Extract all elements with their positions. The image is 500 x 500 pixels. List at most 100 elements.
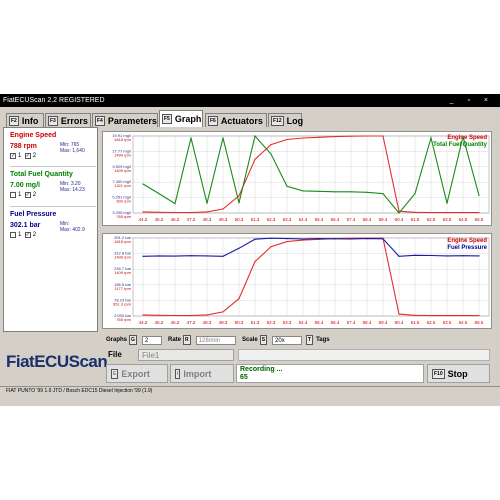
param-engine-speed: Engine Speed 788 rpm Min: 765 Max: 1,640 … (10, 132, 96, 159)
x-tick-label: 50.3 (235, 320, 244, 325)
data-point (318, 238, 320, 240)
y-tick-label: 5.251 mg/l (112, 195, 131, 200)
stop-button[interactable]: F10 Stop (427, 364, 490, 383)
action-row: E Export I Import Recording ... 65 F10 Stop (102, 364, 492, 383)
data-point (174, 211, 176, 214)
data-point (446, 202, 448, 204)
data-point (446, 315, 448, 317)
data-point (446, 255, 448, 257)
param-name: Total Fuel Quantity (10, 171, 73, 178)
data-point (334, 191, 336, 193)
tab-actuators[interactable]: F6 Actuators (205, 113, 267, 127)
checkbox-1[interactable] (10, 232, 16, 238)
data-point (222, 137, 224, 139)
data-point (478, 212, 480, 214)
data-point (142, 255, 144, 257)
x-tick-label: 52.3 (267, 217, 276, 222)
y-tick-label: 1177 rpm (114, 286, 131, 291)
data-point (206, 314, 208, 316)
graphs-control: Graphs G 2 (106, 334, 162, 346)
graphs-select[interactable]: 2 (141, 335, 162, 345)
data-point (398, 212, 400, 214)
import-button[interactable]: I Import (170, 364, 234, 383)
file-name-input[interactable]: File1 (138, 349, 234, 361)
data-point (398, 313, 400, 315)
data-point (414, 193, 416, 195)
x-tick-label: 48.3 (203, 320, 212, 325)
tags-key[interactable]: T (306, 335, 314, 345)
data-point (414, 254, 416, 256)
x-tick-label: 62.5 (427, 217, 436, 222)
param-name: Fuel Pressure (10, 211, 57, 218)
parameter-panel: Engine Speed 788 rpm Min: 765 Max: 1,640 … (3, 127, 98, 332)
tab-parameters[interactable]: F4 Parameters (92, 113, 158, 127)
x-tick-label: 46.2 (171, 217, 180, 222)
export-button[interactable]: E Export (106, 364, 168, 383)
data-point (286, 238, 288, 240)
scale-control: Scale S 20x (242, 334, 303, 346)
data-point (142, 314, 144, 316)
data-point (430, 212, 432, 214)
data-point (334, 238, 336, 240)
data-point (222, 311, 224, 313)
x-tick-label: 65.5 (475, 217, 484, 222)
y-tick-label: 1818 rpm (114, 137, 132, 142)
window-controls[interactable]: _ ▫ × (449, 97, 494, 104)
rate-select[interactable]: 128/min (195, 335, 236, 345)
data-point (430, 315, 432, 317)
y-tick-label: 1499 rpm (114, 255, 132, 260)
data-point (254, 260, 256, 263)
data-point (254, 158, 256, 160)
graph-controls: Graphs G 2 Rate R 128/min Scale S 20x T … (102, 334, 492, 346)
x-tick-label: 46.2 (171, 320, 180, 325)
tab-errors[interactable]: F3 Errors (45, 113, 91, 127)
data-point (222, 255, 224, 257)
data-point (446, 212, 448, 214)
y-tick-label: 3.200 mg/l (112, 210, 131, 215)
checkbox-2[interactable]: ✓ (24, 153, 31, 159)
data-point (382, 238, 384, 240)
y-tick-label: 19.91 mg/l (112, 133, 131, 138)
checkbox-1[interactable] (10, 192, 16, 198)
data-point (206, 211, 208, 213)
data-point (350, 191, 352, 193)
data-point (206, 202, 208, 204)
tab-graph[interactable]: F5 Graph (159, 110, 203, 127)
data-point (286, 138, 288, 141)
x-tick-label: 45.2 (155, 217, 164, 222)
x-tick-label: 48.3 (203, 217, 212, 222)
checkbox-2[interactable]: ✓ (24, 192, 31, 198)
data-point (414, 211, 416, 213)
window-title: FiatECUScan 2.2 REGISTERED (3, 97, 105, 104)
file-path-field[interactable] (238, 349, 490, 361)
data-point (190, 137, 192, 139)
y-tick-label: 312.8 bar (114, 251, 132, 256)
x-tick-label: 55.4 (315, 217, 324, 222)
param-checkboxes: 1 ✓ 2 (10, 232, 96, 238)
checkbox-1[interactable]: ✓ (10, 153, 16, 159)
data-point (174, 202, 176, 205)
y-tick-label: 765 rpm (116, 317, 131, 322)
x-tick-label: 62.5 (427, 320, 436, 325)
data-point (318, 190, 320, 192)
data-point (222, 208, 224, 210)
checkbox-2[interactable]: ✓ (24, 232, 31, 238)
y-tick-label: 1321 rpm (114, 183, 132, 188)
data-point (190, 212, 192, 214)
graphs-key[interactable]: G (129, 335, 137, 345)
tab-info[interactable]: F2 Info (6, 113, 44, 127)
data-point (462, 135, 464, 138)
tab-bar: F2 Info F3 Errors F4 Parameters F5 Graph F6 A… (0, 110, 500, 127)
data-point (350, 238, 352, 240)
y-tick-label: 1818 rpm (114, 239, 132, 244)
x-tick-label: 61.5 (411, 320, 420, 325)
rate-key[interactable]: R (183, 335, 191, 345)
y-tick-label: 951.3 rpm (113, 301, 132, 306)
scale-key[interactable]: S (259, 335, 268, 345)
scale-select[interactable]: 20x (272, 335, 303, 345)
y-tick-label: 2.000 bar (114, 313, 132, 318)
param-value: 302.1 bar (10, 222, 41, 229)
x-tick-label: 57.4 (347, 217, 356, 222)
graph-panel-2: 391.2 bar 1818 rpm 312.8 bar 1499 rpm 234.7 … (102, 233, 492, 329)
tab-log[interactable]: F12 Log (268, 113, 303, 127)
